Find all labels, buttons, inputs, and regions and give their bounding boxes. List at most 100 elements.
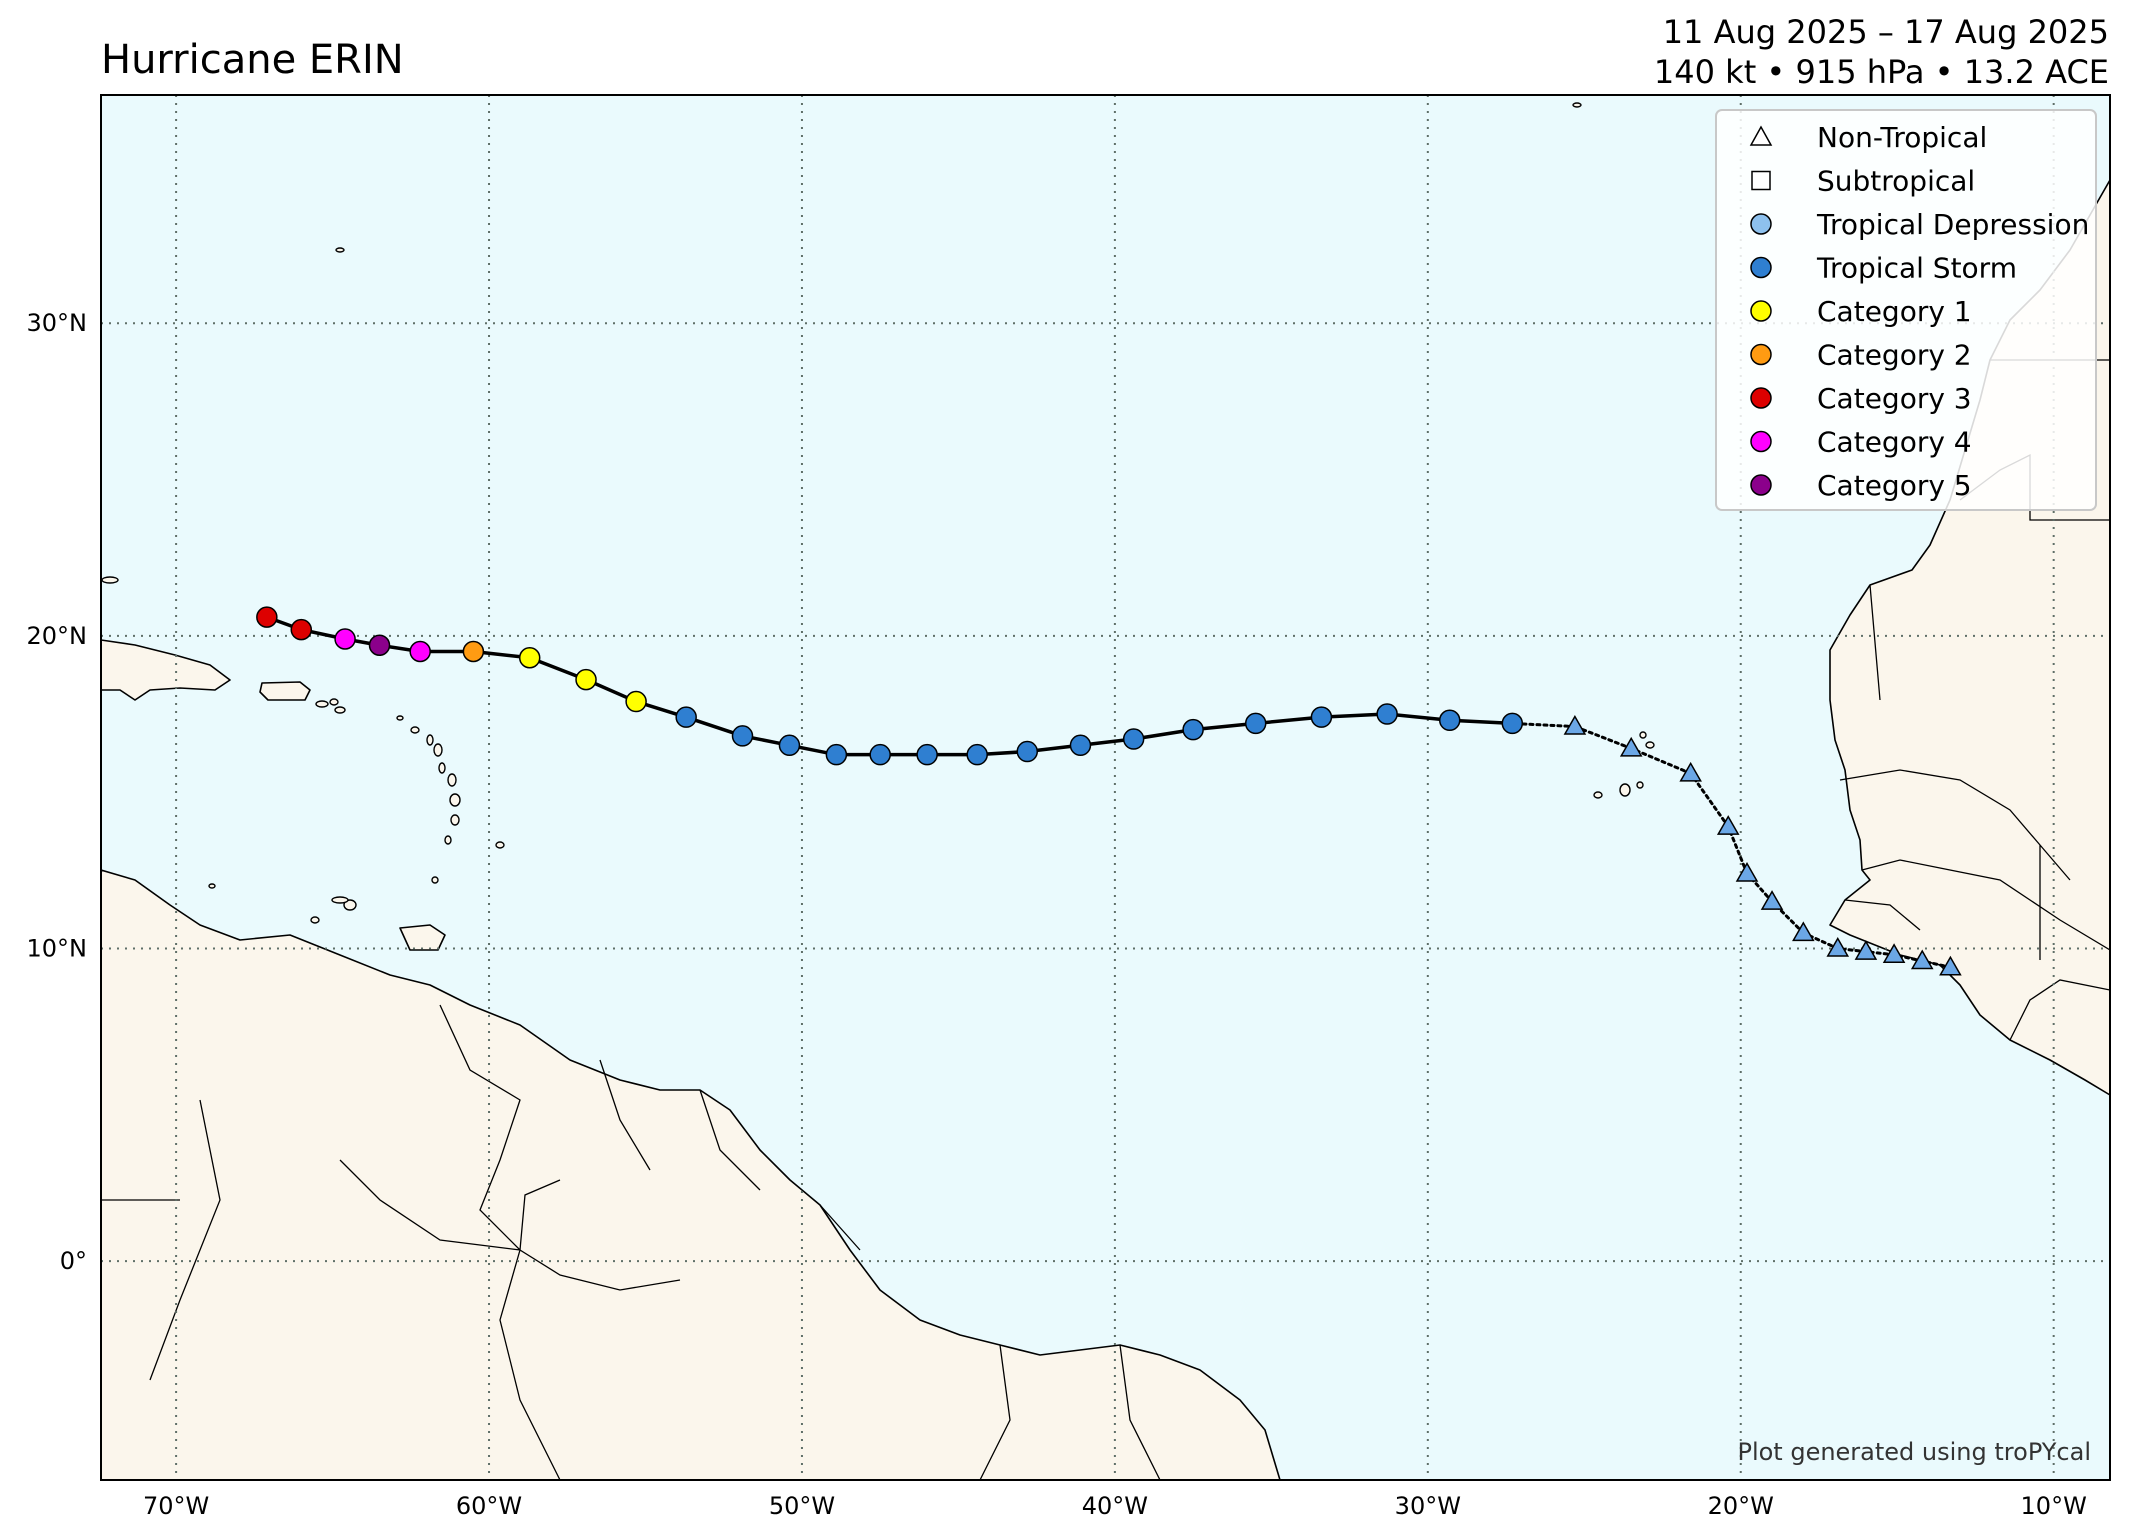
legend-circle-icon <box>1750 343 1772 366</box>
legend-circle-icon <box>1750 300 1772 322</box>
island-outline <box>1636 781 1644 789</box>
legend-label: Tropical Depression <box>1816 208 2089 241</box>
legend-box: Non-Tropical Subtropical Tropical Depressi… <box>1715 109 2097 511</box>
island-outline <box>310 916 320 924</box>
storm-track <box>256 606 1962 976</box>
legend-label: Category 1 <box>1817 295 1972 328</box>
track-point-tropical-storm <box>1182 718 1204 741</box>
lat-tick-label: 20°N <box>27 622 88 650</box>
lon-tick-label: 50°W <box>769 1492 835 1520</box>
legend-circle-icon <box>1750 387 1772 409</box>
track-point-non-tropical <box>1735 861 1759 882</box>
legend-frame <box>1715 109 2097 511</box>
puerto-rico-island <box>259 681 311 701</box>
track-point-tropical-storm <box>778 734 801 757</box>
track-point-category-3 <box>256 606 278 628</box>
legend-label: Non-Tropical <box>1817 121 1987 154</box>
date-range: 11 Aug 2025 – 17 Aug 2025 <box>1662 13 2109 51</box>
island-outline <box>1593 791 1603 799</box>
legend-circle-icon <box>1750 474 1772 496</box>
island-outline <box>1619 783 1631 797</box>
track-point-tropical-storm <box>1069 734 1092 757</box>
track-segment <box>1573 725 1633 750</box>
track-point-category-2 <box>462 640 485 663</box>
lon-tick-label: 70°W <box>143 1492 209 1520</box>
small-islands <box>101 102 1655 924</box>
storm-title: Hurricane ERIN <box>101 37 404 83</box>
track-point-category-3 <box>290 618 313 641</box>
legend-circle-icon <box>1750 430 1772 453</box>
track-point-tropical-storm <box>1122 728 1145 750</box>
track-point-tropical-storm <box>1016 740 1039 763</box>
legend-circle-icon <box>1750 256 1772 279</box>
island-outline <box>208 883 216 889</box>
island-outline <box>426 734 434 746</box>
island-outline <box>438 762 446 774</box>
map-frame <box>100 94 2111 1481</box>
track-point-category-1 <box>518 647 541 669</box>
legend-label: Subtropical <box>1817 165 1975 198</box>
credit-text: Plot generated using troPYcal <box>1737 1438 2091 1466</box>
hispaniola-island <box>101 639 231 701</box>
track-point-category-4 <box>409 640 431 663</box>
track-point-tropical-storm <box>966 743 988 766</box>
island-outline <box>447 773 457 787</box>
lon-tick-label: 20°W <box>1708 1492 1774 1520</box>
track-point-non-tropical <box>1563 715 1587 735</box>
track-point-non-tropical <box>1854 940 1878 960</box>
island-outline <box>315 700 329 708</box>
lat-tick-label: 10°N <box>27 935 88 963</box>
lon-tick-label: 30°W <box>1395 1492 1461 1520</box>
legend-label: Category 4 <box>1817 426 1972 459</box>
legend-circle-icon <box>1750 213 1772 235</box>
track-point-category-1 <box>625 690 647 713</box>
island-outline <box>495 841 505 849</box>
track-point-tropical-storm <box>675 706 697 728</box>
track-point-non-tropical <box>1619 736 1643 757</box>
lon-tick-label: 60°W <box>456 1492 522 1520</box>
track-point-tropical-storm <box>1244 712 1267 735</box>
island-outline <box>433 743 443 757</box>
lat-tick-labels: 30°N 20°N 10°N 0° <box>27 309 88 1275</box>
island-outline <box>410 726 420 734</box>
island-outline <box>334 706 346 714</box>
track-point-tropical-storm <box>1438 709 1461 732</box>
track-point-non-tropical <box>1939 955 1962 976</box>
legend-label: Category 2 <box>1817 339 1972 372</box>
track-point-non-tropical <box>1760 890 1784 910</box>
track-point-non-tropical <box>1882 943 1906 964</box>
island-outline <box>444 835 452 845</box>
track-point-category-1 <box>575 668 597 691</box>
storm-stats: 140 kt • 915 hPa • 13.2 ACE <box>1653 53 2109 91</box>
track-point-tropical-storm <box>869 743 891 766</box>
track-point-non-tropical <box>1792 921 1815 942</box>
track-point-tropical-storm <box>731 725 754 747</box>
island-outline <box>1639 731 1647 739</box>
track-point-tropical-storm <box>1376 703 1398 725</box>
track-point-non-tropical <box>1679 761 1702 782</box>
track-point-tropical-storm <box>825 743 848 766</box>
island-outline <box>331 896 349 904</box>
island-outline <box>101 576 119 584</box>
island-outline <box>1572 102 1582 108</box>
lat-tick-label: 30°N <box>27 309 88 337</box>
track-point-category-5 <box>368 634 391 656</box>
track-point-tropical-storm <box>1310 706 1333 728</box>
track-point-tropical-storm <box>916 743 938 766</box>
storm-summary: 11 Aug 2025 – 17 Aug 2025 140 kt • 915 h… <box>1654 12 2109 92</box>
legend-triangle-icon <box>1749 125 1773 146</box>
track-segment <box>1319 712 1389 719</box>
lon-tick-label: 40°W <box>1082 1492 1148 1520</box>
track-point-non-tropical <box>1910 949 1934 970</box>
legend-label: Category 5 <box>1817 469 1972 502</box>
island-outline <box>450 814 460 826</box>
track-point-non-tropical <box>1826 936 1850 957</box>
island-outline <box>335 247 345 253</box>
legend-label: Tropical Storm <box>1816 252 2017 285</box>
island-outline <box>329 698 339 706</box>
lon-tick-label: 10°W <box>2021 1492 2087 1520</box>
track-segment <box>1629 746 1693 775</box>
track-segment <box>1253 715 1324 726</box>
track-point-tropical-storm <box>1501 712 1524 735</box>
